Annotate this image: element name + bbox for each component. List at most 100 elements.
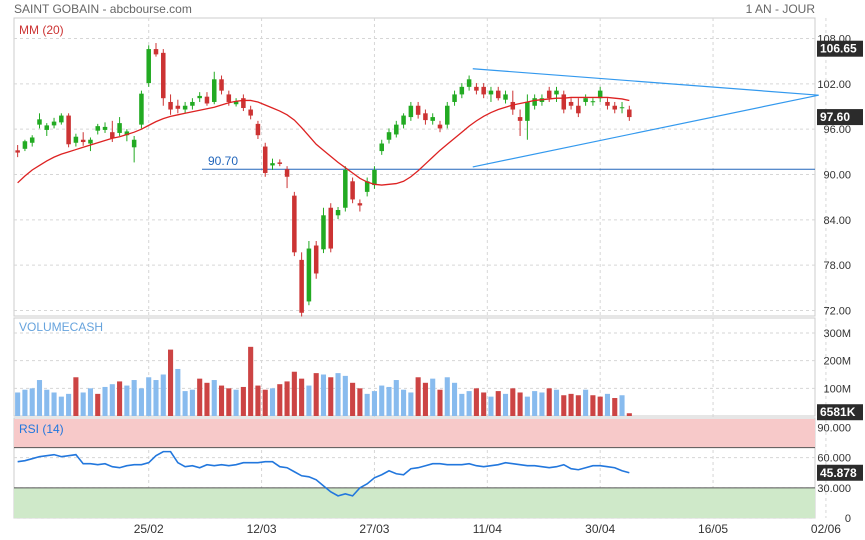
volume-panel (15, 346, 632, 416)
volume-bar (182, 391, 188, 416)
volume-bar (51, 392, 57, 416)
rsi-indicator-label: RSI (14) (19, 422, 64, 436)
candle (299, 252, 304, 317)
price-tick-label: 84.00 (823, 215, 851, 227)
x-tick-label: 12/03 (247, 522, 277, 536)
volume-bar (422, 382, 428, 416)
volume-bar (430, 378, 436, 416)
candle-body (423, 113, 428, 121)
candle (357, 199, 363, 212)
candle (255, 120, 261, 139)
volume-last-badge-text: 6581K (820, 405, 856, 419)
candle (146, 45, 151, 87)
x-tick-label: 25/02 (134, 522, 164, 536)
volume-bar (539, 392, 545, 416)
x-tick-label: 02/06 (811, 522, 841, 536)
candle (15, 145, 20, 158)
volume-bar (240, 386, 246, 416)
candle (59, 113, 64, 125)
candle (197, 92, 202, 102)
candle-body (161, 52, 166, 99)
volume-bar (87, 388, 94, 416)
volume-bar (452, 382, 458, 416)
candle-body (80, 139, 86, 143)
volume-bar (233, 389, 239, 416)
last-price-badge: 97.60 (817, 109, 863, 126)
candle (66, 113, 71, 148)
candle (401, 113, 406, 129)
volume-bar (138, 388, 144, 416)
volume-last-badge-bg (817, 404, 863, 421)
candle (495, 86, 501, 101)
volume-bar (284, 381, 290, 416)
candle-body (241, 98, 246, 109)
volume-bar (44, 389, 50, 416)
candle (554, 86, 559, 102)
candle-body (415, 105, 421, 115)
candle-body (51, 121, 57, 126)
candle (386, 128, 392, 144)
candle (190, 98, 195, 110)
candle (131, 135, 137, 163)
candle (364, 177, 370, 197)
candle-body (495, 90, 501, 99)
candle-body (110, 132, 115, 139)
candle (517, 109, 523, 136)
candle-body (226, 94, 232, 102)
volume-bar (619, 395, 625, 416)
volume-bar (532, 391, 538, 416)
volume-bar (328, 377, 334, 416)
rsi-overbought-band (14, 419, 815, 448)
volume-tick-label: 300M (823, 328, 851, 340)
volume-bar (320, 374, 327, 416)
candle (488, 86, 494, 102)
candle (241, 94, 246, 112)
candle (277, 159, 283, 167)
candle (350, 177, 355, 204)
candle (430, 113, 435, 125)
candle-body (437, 124, 443, 129)
volume-bar (204, 382, 210, 416)
volume-bar (590, 395, 596, 416)
candle (233, 98, 239, 107)
candle-body (211, 79, 217, 102)
candle (328, 203, 334, 253)
volume-bar (517, 392, 523, 416)
volume-bar (131, 380, 137, 416)
volume-bar (299, 378, 305, 416)
candle-body (37, 119, 42, 125)
candle-body (299, 259, 304, 313)
candle (262, 142, 268, 177)
volume-bar (459, 393, 465, 416)
volume-bar (15, 392, 21, 416)
high-price-badge-text: 106.65 (820, 42, 857, 56)
volume-bar (29, 388, 35, 416)
candle-body (270, 163, 275, 166)
candle-body (182, 105, 188, 110)
candle-body (146, 49, 151, 84)
volume-bar (401, 389, 407, 416)
candle-body (95, 126, 100, 131)
candle (44, 123, 50, 136)
axis-labels: 25/0212/0327/0311/0430/0416/0502/0618/06… (19, 23, 863, 536)
volume-bar (575, 395, 581, 416)
candle (466, 75, 472, 91)
candle-body (22, 141, 28, 149)
volume-bar (36, 380, 43, 416)
rsi-tick-label: 30.000 (817, 483, 851, 495)
volume-bar (269, 388, 276, 416)
candle (605, 98, 610, 110)
candle (139, 90, 144, 129)
candle-body (204, 96, 210, 104)
volume-tick-label: 200M (823, 356, 851, 368)
volume-bar (73, 377, 79, 416)
candle-body (590, 101, 596, 103)
high-price-badge-bg (817, 40, 863, 57)
trend-line (472, 94, 819, 168)
volume-bar (109, 384, 115, 416)
candle (37, 113, 42, 129)
candle-body (29, 137, 35, 143)
volume-bar (342, 375, 348, 416)
candle-body (139, 93, 144, 125)
